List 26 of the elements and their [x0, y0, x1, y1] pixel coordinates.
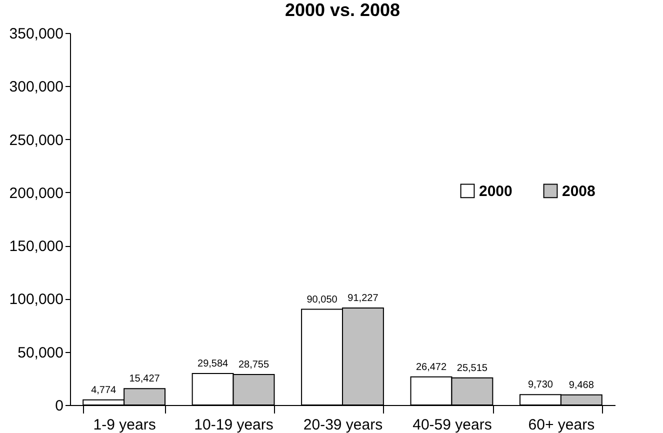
y-tick-label: 300,000	[9, 78, 64, 96]
y-tick-label: 200,000	[9, 184, 64, 202]
data-label: 9,730	[528, 380, 554, 391]
data-label: 91,227	[348, 293, 379, 304]
data-label: 4,774	[91, 384, 117, 396]
x-tick-label: 20-39 years	[303, 416, 383, 433]
y-tick-label: 250,000	[9, 132, 64, 149]
data-label: 25,515	[456, 362, 488, 374]
data-label: 29,584	[198, 358, 229, 370]
legend-label: 2000	[479, 182, 512, 200]
x-tick-label: 40-59 years	[412, 416, 492, 433]
x-tick-label: 10-19 years	[194, 416, 274, 433]
y-tick-label: 100,000	[9, 291, 64, 308]
y-tick-label: 150,000	[9, 238, 64, 256]
legend-label: 2008	[562, 182, 596, 200]
x-tick-label: 1-9 years	[93, 416, 156, 433]
data-label: 26,472	[416, 362, 447, 373]
data-label: 28,755	[238, 359, 270, 370]
chart-title: 2000 vs. 2008	[284, 0, 400, 20]
y-tick-label: 0	[55, 398, 64, 414]
data-label: 90,050	[306, 294, 338, 306]
y-tick-label: 350,000	[9, 26, 64, 42]
x-tick-label: 60+ years	[528, 416, 595, 433]
data-label: 9,468	[568, 380, 594, 391]
y-tick-label: 50,000	[18, 344, 64, 362]
data-label: 15,427	[129, 374, 160, 385]
